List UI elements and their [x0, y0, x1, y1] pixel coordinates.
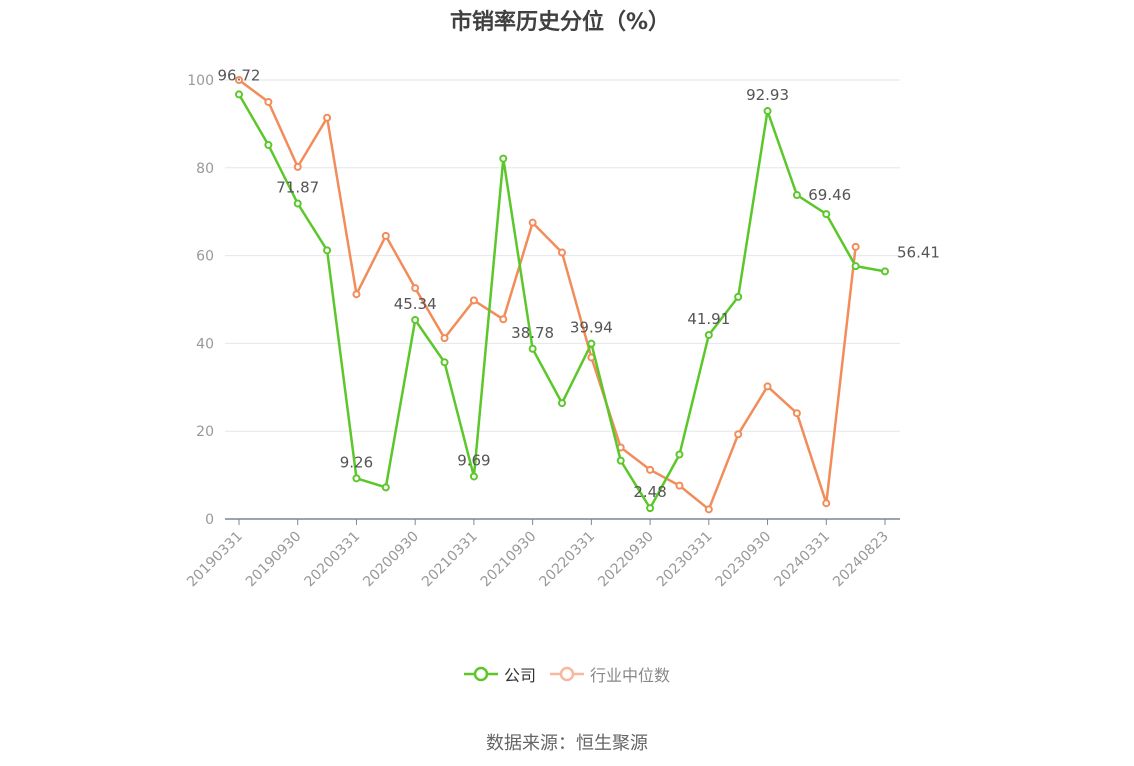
source-note: 数据来源：恒生聚源: [486, 733, 648, 754]
series: [235, 76, 889, 514]
x-tick-label: 20230331: [654, 529, 716, 591]
legend-label: 行业中位数: [590, 666, 671, 685]
legend-item[interactable]: 公司: [463, 662, 536, 686]
data-point: [734, 292, 743, 301]
y-tick-label: 20: [196, 424, 214, 440]
chart-title: 市销率历史分位（%）: [449, 10, 671, 35]
data-point: [704, 331, 713, 340]
x-tick-label: 20240331: [771, 529, 833, 591]
data-point: [646, 465, 655, 474]
data-point: [822, 210, 831, 219]
data-point: [469, 296, 478, 305]
data-point: [469, 472, 478, 481]
data-label: 45.34: [394, 295, 437, 313]
data-point: [411, 315, 420, 324]
data-point: [763, 107, 772, 116]
data-point: [264, 140, 273, 149]
data-point: [704, 505, 713, 514]
data-point: [528, 344, 537, 353]
data-point: [792, 191, 801, 200]
data-label: 71.87: [276, 178, 319, 196]
data-point: [323, 246, 332, 255]
data-label: 96.72: [218, 66, 261, 84]
y-tick-label: 100: [187, 73, 214, 89]
data-point: [381, 483, 390, 492]
x-tick-label: 20210331: [419, 529, 481, 591]
legend-swatch: [463, 666, 498, 682]
x-tick-label: 20190930: [243, 529, 305, 591]
x-tick-label: 20200331: [302, 529, 364, 591]
data-point: [881, 267, 889, 276]
data-point: [851, 262, 860, 271]
legend-swatch: [550, 666, 584, 682]
data-label: 56.41: [897, 243, 940, 261]
data-point: [440, 334, 449, 343]
data-labels: 96.72 71.87 9.26 45.34 9.69 38.78 39.94 2.48 41.…: [218, 66, 940, 501]
x-tick-label: 20200930: [360, 529, 422, 591]
data-label: 41.91: [687, 310, 730, 328]
data-point: [792, 409, 801, 418]
data-label: 38.78: [511, 324, 554, 342]
data-point: [235, 90, 243, 99]
data-label: 9.69: [457, 451, 490, 469]
x-tick-label: 20210930: [478, 529, 540, 591]
data-point: [851, 242, 860, 251]
data-label: 9.26: [340, 453, 373, 471]
data-point: [440, 358, 449, 367]
data-point: [499, 154, 508, 163]
data-point: [411, 284, 420, 293]
y-tick-label: 60: [196, 249, 214, 265]
data-point: [616, 456, 625, 465]
x-tick-label: 20220331: [536, 529, 598, 591]
data-point: [763, 382, 772, 391]
data-point: [381, 231, 390, 240]
data-point: [235, 76, 243, 84]
data-point: [528, 218, 537, 227]
data-point: [675, 450, 684, 459]
series-line: [238, 78, 857, 511]
data-label: 2.48: [633, 483, 666, 501]
data-point: [293, 162, 302, 171]
legend-item[interactable]: 行业中位数: [550, 662, 670, 686]
data-label: 92.93: [746, 86, 789, 104]
data-point: [264, 97, 273, 106]
data-point: [499, 315, 508, 324]
data-point: [558, 399, 566, 408]
data-point: [293, 199, 302, 208]
data-point: [352, 290, 361, 299]
data-point: [734, 430, 743, 439]
data-label: 69.46: [808, 186, 851, 204]
legend-label: 公司: [503, 666, 536, 685]
data-point: [587, 339, 596, 348]
y-tick-label: 40: [196, 336, 214, 352]
data-point: [558, 248, 566, 257]
data-point: [646, 504, 655, 513]
data-point: [352, 474, 361, 483]
data-label: 39.94: [570, 319, 613, 337]
x-tick-label: 20220930: [595, 529, 657, 591]
y-tick-label: 0: [205, 512, 214, 528]
x-tick-label: 20230930: [713, 529, 775, 591]
data-point: [323, 113, 332, 122]
data-point: [822, 499, 831, 508]
legend: 公司 行业中位数: [0, 662, 1134, 686]
x-tick-label: 20190331: [184, 529, 246, 591]
data-point: [675, 481, 684, 490]
y-tick-label: 80: [196, 161, 214, 177]
series-line: [237, 93, 886, 510]
x-tick-label: 20240823: [830, 529, 892, 591]
